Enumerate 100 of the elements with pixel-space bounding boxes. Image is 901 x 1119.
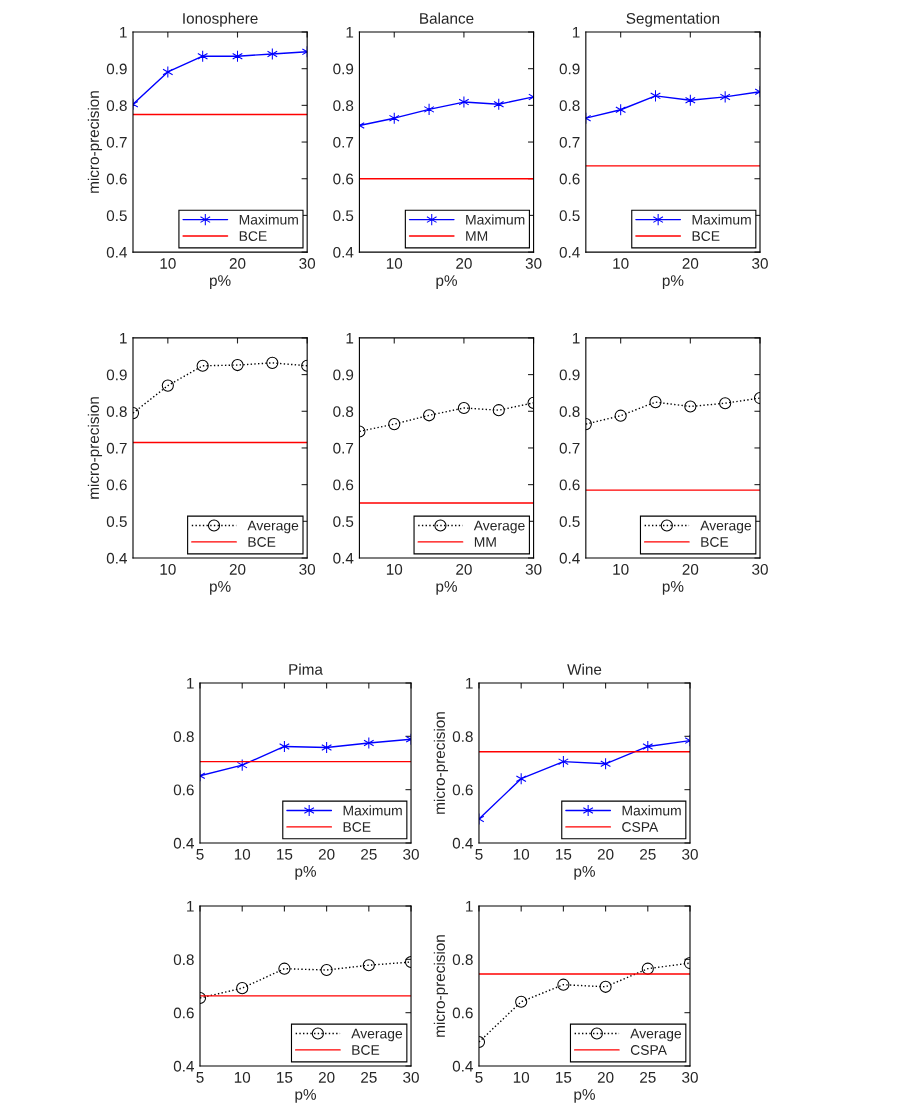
y-tick-label: 0.4 <box>452 1060 473 1072</box>
x-tick-label: 10 <box>234 1071 251 1083</box>
x-tick-label: 20 <box>318 848 335 860</box>
x-tick-label: 5 <box>475 1072 483 1083</box>
y-tick-label: 0.7 <box>333 442 354 454</box>
point <box>197 50 208 63</box>
y-tick-label: 0.5 <box>559 516 580 528</box>
x-tick-label: 25 <box>361 848 377 860</box>
x-tick-label: 30 <box>299 258 316 269</box>
legend-label: BCE <box>692 231 720 242</box>
legend-label: BCE <box>248 537 276 547</box>
chart-title: Ionosphere <box>183 12 258 27</box>
y-tick-label: 1 <box>187 678 194 689</box>
y-tick-label: 0.4 <box>452 837 473 849</box>
y-tick-label: 0.9 <box>333 63 354 75</box>
y-tick-label: 0.6 <box>106 479 127 491</box>
legend-label: Maximum <box>239 214 298 225</box>
y-tick-label: 0.5 <box>333 516 354 528</box>
y-tick-label: 0.4 <box>173 837 194 849</box>
legend-label: Average <box>247 520 299 534</box>
point <box>267 47 278 61</box>
x-tick-label: 10 <box>160 563 176 575</box>
y-tick-label: 0.6 <box>559 479 580 491</box>
point <box>196 359 209 372</box>
chart-title: Segmentation <box>626 12 720 27</box>
point <box>493 98 505 111</box>
x-tick-label: 20 <box>318 1071 335 1083</box>
y-axis-title: micro-precision <box>87 91 103 193</box>
legend-label: Maximum <box>343 805 402 816</box>
y-tick-label: 1 <box>466 678 473 689</box>
point <box>232 50 243 63</box>
y-tick-label: 0.8 <box>333 100 354 112</box>
x-tick-label: 30 <box>403 848 419 860</box>
x-tick-label: 10 <box>160 258 176 269</box>
legend-label: BCE <box>701 537 729 547</box>
y-axis-title: micro-precision <box>433 712 449 814</box>
y-tick-label: 0.8 <box>106 100 127 112</box>
point <box>719 90 731 103</box>
y-tick-label: 0.9 <box>106 63 127 75</box>
x-tick-label: 20 <box>229 258 246 269</box>
point <box>362 959 375 972</box>
x-axis-title: p% <box>210 275 231 289</box>
point <box>162 65 174 79</box>
y-tick-label: 0.7 <box>106 136 127 148</box>
y-tick-label: 1 <box>466 901 473 912</box>
point <box>388 418 401 431</box>
chart-title: Pima <box>289 663 323 675</box>
chart-title: Balance <box>420 12 474 24</box>
point <box>236 982 249 995</box>
legend-label: BCE <box>343 822 371 832</box>
point <box>231 358 244 372</box>
legend-label: Average <box>700 520 752 534</box>
point <box>557 978 570 991</box>
point <box>388 112 400 125</box>
chart-title: Wine <box>567 663 602 675</box>
x-axis-title: p% <box>662 275 684 289</box>
point <box>684 400 697 413</box>
x-tick-label: 15 <box>277 1072 293 1083</box>
y-tick-label: 0.4 <box>559 246 580 258</box>
x-tick-label: 30 <box>525 563 542 575</box>
y-tick-label: 0.9 <box>106 369 127 381</box>
legend-label: Average <box>473 520 525 534</box>
legend-label: BCE <box>352 1045 380 1055</box>
point <box>599 980 612 993</box>
y-tick-label: 0.6 <box>452 784 473 796</box>
x-tick-label: 15 <box>277 849 293 860</box>
y-tick-label: 0.9 <box>333 369 354 381</box>
x-tick-label: 20 <box>597 1071 614 1083</box>
y-tick-label: 0.7 <box>559 442 580 454</box>
x-tick-label: 30 <box>752 258 768 269</box>
x-tick-label: 25 <box>640 848 656 860</box>
y-tick-label: 0.4 <box>173 1060 194 1072</box>
x-tick-label: 30 <box>525 258 542 269</box>
x-axis-title: p% <box>574 1089 595 1103</box>
x-tick-label: 20 <box>682 563 699 575</box>
y-tick-label: 1 <box>572 27 580 38</box>
point <box>649 396 662 409</box>
y-tick-label: 0.4 <box>106 246 127 258</box>
x-tick-label: 30 <box>682 1071 698 1083</box>
y-tick-label: 0.8 <box>333 406 354 417</box>
y-tick-label: 1 <box>572 332 580 344</box>
legend-label: MM <box>474 537 496 547</box>
point <box>492 404 505 417</box>
y-tick-label: 0.6 <box>452 1007 473 1019</box>
x-axis-title: p% <box>210 581 231 595</box>
point <box>685 94 696 107</box>
x-tick-label: 30 <box>682 848 698 860</box>
x-tick-label: 15 <box>556 1072 572 1083</box>
point <box>266 356 279 369</box>
x-tick-label: 20 <box>597 848 614 860</box>
point <box>515 995 528 1008</box>
y-tick-label: 0.8 <box>452 731 473 743</box>
y-tick-label: 1 <box>120 27 127 38</box>
x-tick-label: 5 <box>196 849 204 860</box>
x-tick-label: 15 <box>556 849 572 860</box>
y-tick-label: 0.6 <box>559 173 580 185</box>
y-tick-label: 1 <box>346 27 354 38</box>
x-tick-label: 20 <box>682 258 699 269</box>
point <box>458 95 470 109</box>
x-tick-label: 30 <box>299 563 316 575</box>
